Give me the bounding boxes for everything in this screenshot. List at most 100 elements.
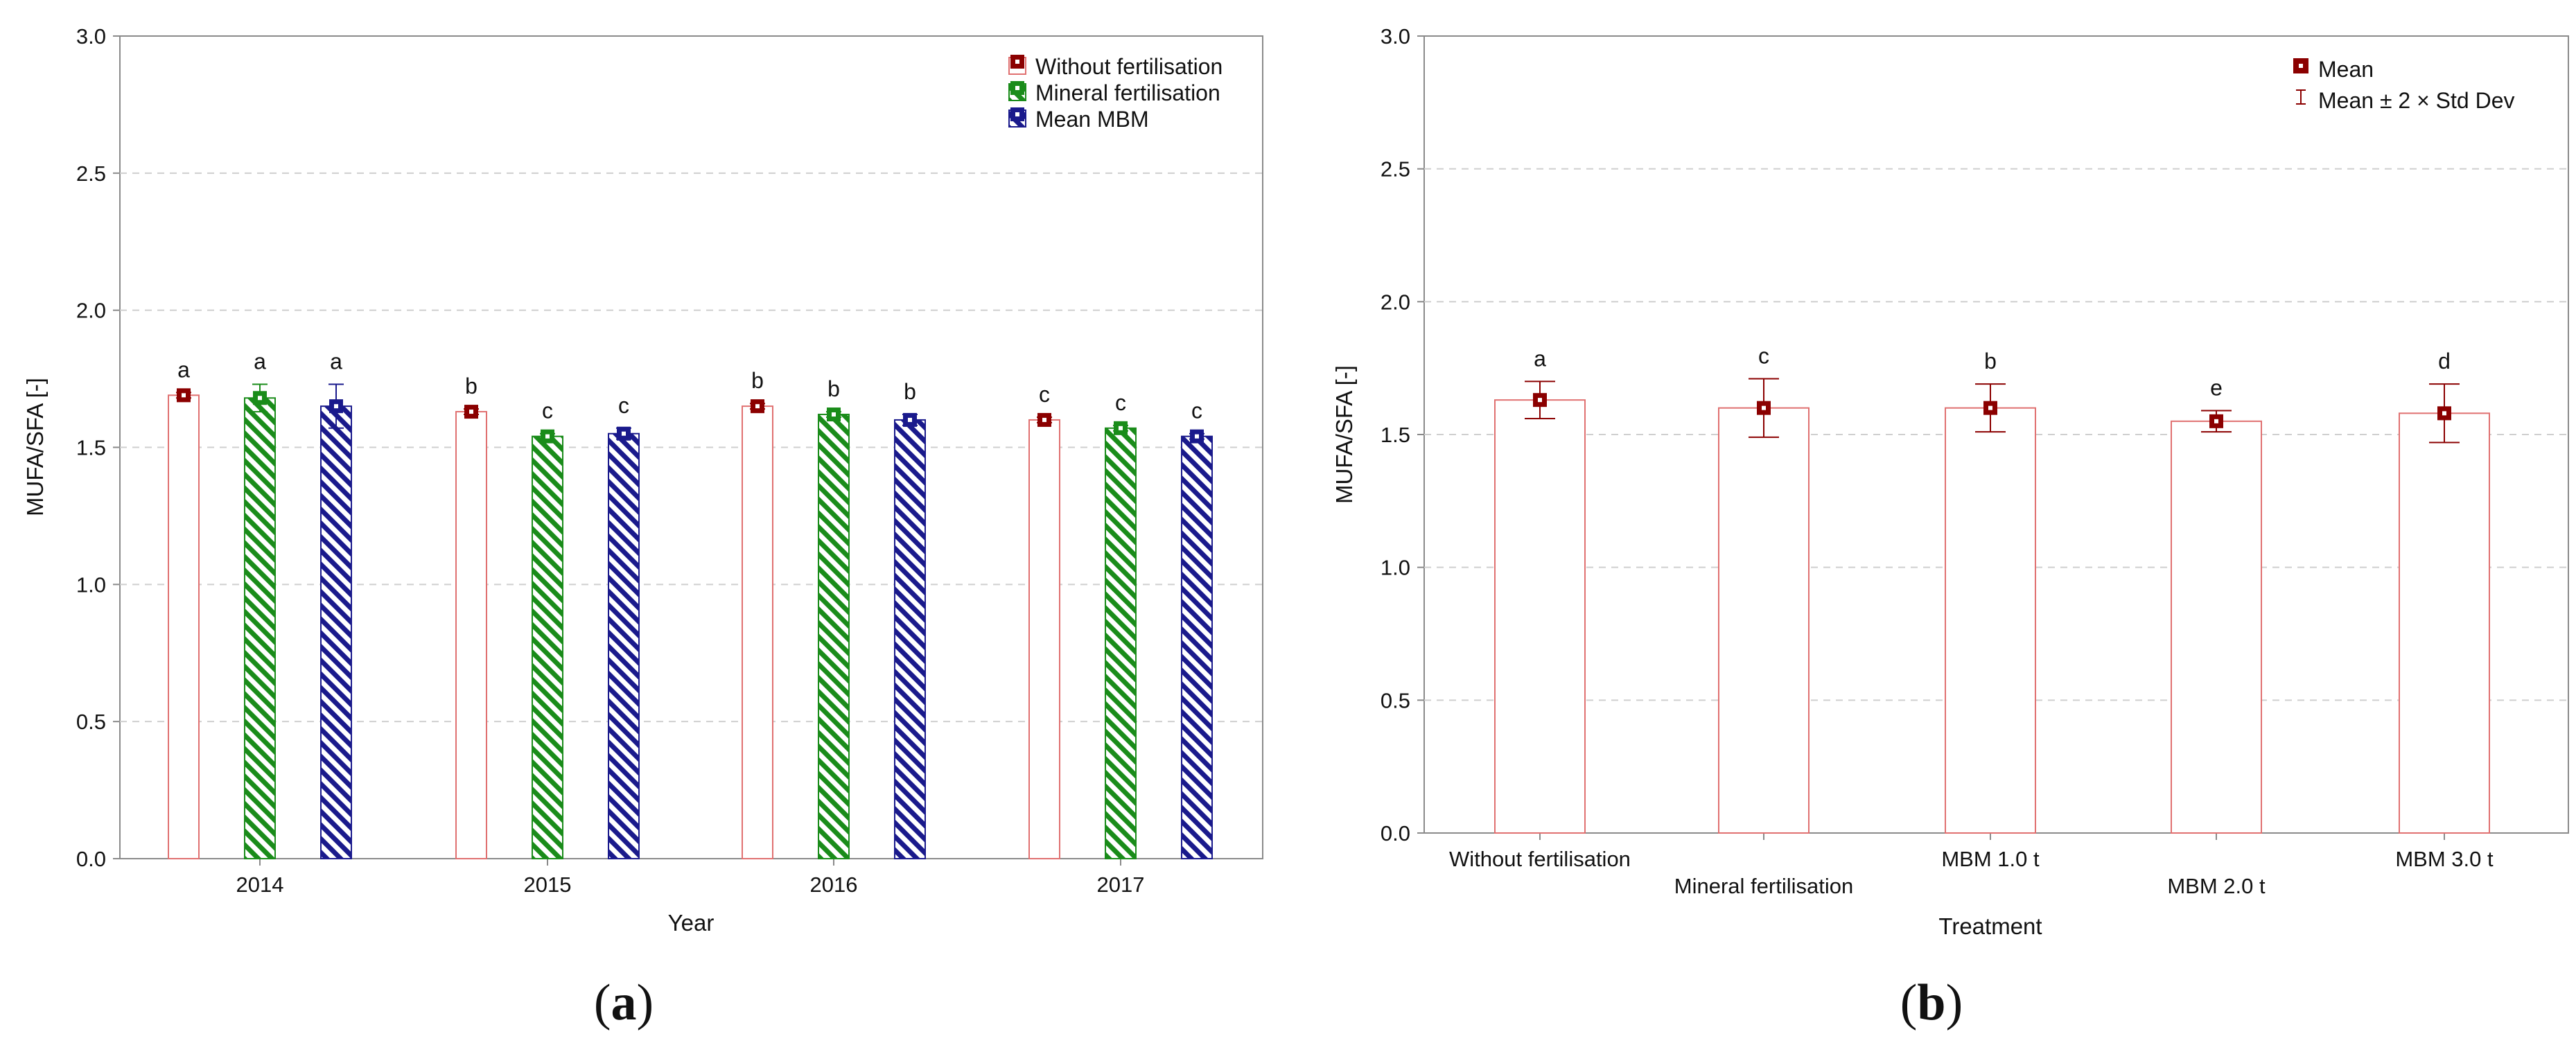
significance-letter: c [542,398,553,423]
bar [608,432,640,859]
x-tick-label: 2016 [810,873,858,897]
y-tick-label: 3.0 [76,24,106,49]
bar [742,405,773,859]
x-tick-label: MBM 2.0 t [2167,874,2266,898]
panel-b-x-axis-title: Treatment [1938,913,2042,939]
y-tick-label: 1.0 [1381,556,1410,580]
legend-label: Mineral fertilisation [1035,80,1220,105]
y-tick-label: 2.5 [1381,157,1410,182]
panel-a-x-axis-title: Year [668,910,715,936]
bar [894,419,926,859]
panel-a-y-ticks: 0.0 0.5 1.0 1.5 2.0 2.5 3.0 [76,24,120,871]
significance-letter: a [330,349,342,374]
panel-b-y-ticks: 0.0 0.5 1.0 1.5 2.0 2.5 3.0 [1381,24,1424,845]
panel-a: 0.0 0.5 1.0 1.5 2.0 2.5 3.0 2014 2015 2016 2017 a… [22,24,1263,1031]
panel-b-x-ticks: Without fertilisation Mineral fertilisati… [1449,833,2494,898]
significance-letter: c [1191,398,1202,423]
panel-b-bars: a c b e d [1494,344,2490,834]
y-tick-label: 0.5 [76,710,106,734]
legend-label: Mean MBM [1035,107,1149,132]
significance-letter: c [1758,344,1769,369]
panel-a-x-ticks: 2014 2015 2016 2017 [236,859,1145,897]
panel-a-bars: a a a b c c b b b c c c [168,349,1213,859]
panel-b-gridlines [1424,168,2568,701]
bar [532,435,563,859]
mean-marker-center [1988,405,1992,410]
legend-marker-center [1015,86,1019,90]
significance-letter: a [1534,346,1546,371]
significance-letter: b [751,368,764,393]
y-tick-label: 0.0 [76,847,106,871]
significance-letter: d [2438,349,2451,374]
mean-marker-center [258,396,262,401]
legend-marker-center [1015,60,1019,64]
x-tick-label: 2014 [236,873,284,897]
bar [168,394,200,859]
mean-marker-center [334,404,338,409]
bar [1718,407,1810,834]
panel-a-y-axis-title: MUFA/SFA [-] [22,378,48,516]
significance-letter: b [904,379,916,404]
mean-marker-center [755,404,760,409]
mean-marker-center [469,410,473,414]
significance-letter: c [618,393,629,418]
y-tick-label: 0.0 [1381,821,1410,845]
bar [1494,399,1586,834]
x-tick-label: 2015 [524,873,572,897]
y-tick-label: 1.5 [76,436,106,460]
bar [1181,435,1213,859]
mean-marker-center [1195,434,1199,439]
panel-a-plot-frame [119,35,1263,859]
significance-letter: a [177,357,190,382]
bar [455,411,487,859]
bar [1028,419,1060,859]
legend-label: Mean ± 2 × Std Dev [2318,88,2514,113]
mean-marker-center [1762,405,1766,410]
mean-marker-center [1042,417,1046,422]
x-tick-label: MBM 1.0 t [1941,847,2040,871]
mean-marker-center [1119,426,1123,430]
bar [2171,420,2262,834]
y-tick-label: 2.5 [76,161,106,186]
y-tick-label: 0.5 [1381,688,1410,712]
x-tick-label: 2017 [1097,873,1145,897]
panel-b: 0.0 0.5 1.0 1.5 2.0 2.5 3.0 Without fertilisat… [1331,24,2569,1031]
x-tick-label: MBM 3.0 t [2395,847,2494,871]
mean-marker-center [622,431,626,436]
bar [1945,407,2036,834]
y-tick-label: 3.0 [1381,24,1410,49]
bar [320,405,352,859]
mean-marker-center [1538,398,1542,403]
panel-b-legend: Mean Mean ± 2 × Std Dev [2293,57,2514,113]
significance-letter: b [1984,349,1997,374]
mean-marker-center [832,412,836,417]
significance-letter: b [827,376,840,401]
mean-marker-center [545,434,550,439]
panel-a-gridlines [120,172,1263,723]
y-tick-label: 1.5 [1381,423,1410,447]
significance-letter: e [2210,376,2223,401]
mean-marker-center [2442,411,2446,416]
mean-marker-center [182,393,186,398]
panel-b-caption-letter: b [1917,974,1945,1031]
significance-letter: c [1115,390,1126,415]
panel-a-caption-letter: a [611,974,637,1031]
bar [1105,427,1137,859]
significance-letter: a [254,349,266,374]
mean-marker-center [908,417,912,422]
panel-b-y-axis-title: MUFA/SFA [-] [1331,365,1357,504]
legend-label: Mean [2318,57,2374,82]
y-tick-label: 2.0 [1381,290,1410,314]
panel-a-caption: (a) [594,974,654,1031]
significance-letter: c [1039,382,1050,407]
panel-b-caption: (b) [1900,974,1963,1031]
legend-marker-center [2299,64,2303,68]
bar [244,397,276,859]
y-tick-label: 2.0 [76,299,106,323]
bar [2399,412,2490,834]
x-tick-label: Without fertilisation [1449,847,1631,871]
significance-letter: b [465,374,477,398]
mean-marker-center [2214,419,2218,423]
